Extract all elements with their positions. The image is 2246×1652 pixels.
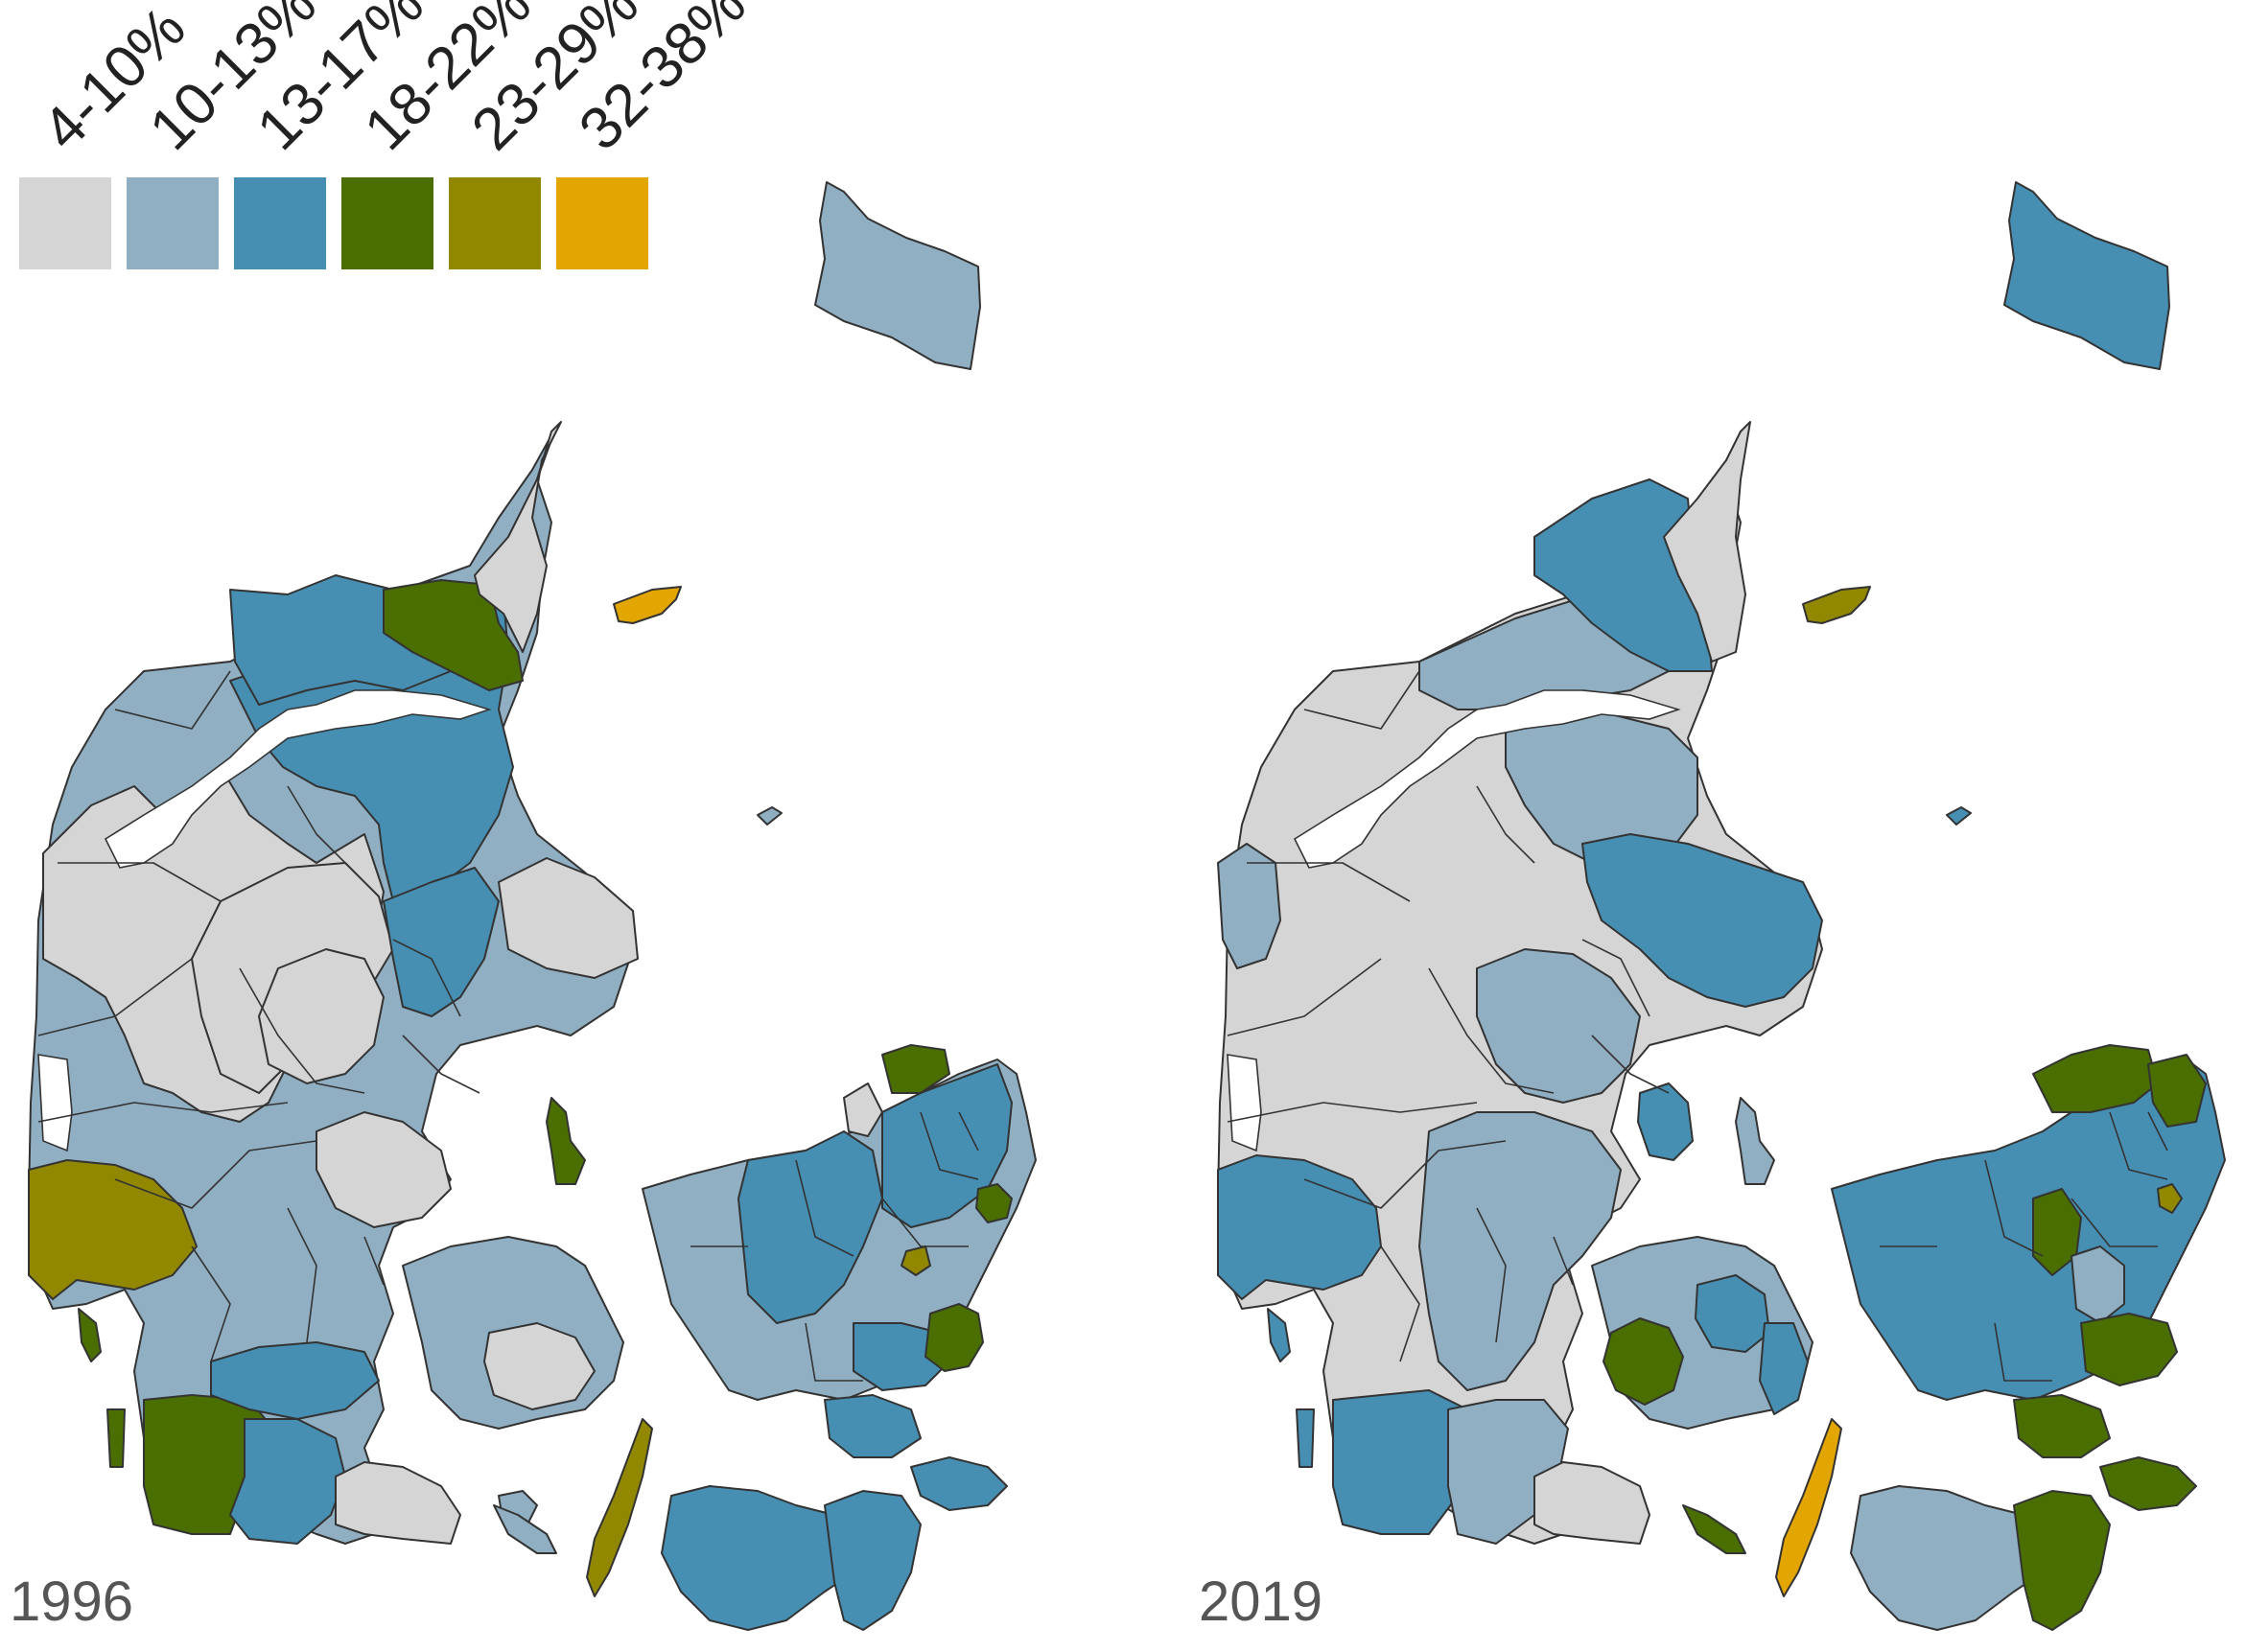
region-koge-olive-1996 [901, 1245, 931, 1276]
region-anholt-2019 [1802, 586, 1871, 624]
borders-jutland-1996 [37, 670, 480, 1362]
limfjord-2019 [1293, 689, 1681, 869]
map-1996: 1996 [10, 181, 1037, 1633]
legend-swatch-10-13 [127, 177, 219, 269]
legend: 4-10% 10-13% 13-17% 18-22% 23-29% 32-38% [19, 0, 759, 269]
region-south-light-2019 [1418, 1111, 1622, 1391]
region-east-coast-blue-1996 [383, 867, 500, 1017]
region-west-light-2019 [1217, 843, 1281, 969]
year-label-2019: 2019 [1199, 1571, 1322, 1633]
legend-swatch-32-38 [556, 177, 648, 269]
region-south-blue-1996 [210, 1341, 380, 1420]
region-copenhagen-green-1996 [975, 1183, 1013, 1223]
region-anholt-1996 [613, 586, 682, 624]
legend-swatch-13-17 [234, 177, 326, 269]
region-samso-1996 [546, 1097, 586, 1185]
legend-swatch-18-22 [341, 177, 433, 269]
borders-zealand-1996 [690, 1111, 979, 1382]
year-label-1996: 1996 [10, 1571, 133, 1633]
region-stevns-green-2019 [2080, 1313, 2178, 1386]
region-north-zealand-green-2019 [2147, 1054, 2207, 1128]
region-bornholm-2019 [2003, 181, 2170, 370]
region-south-gray-1996 [316, 1111, 452, 1228]
region-funen-gray-1996 [483, 1322, 596, 1410]
region-vendsyssel-blue-2019 [1533, 478, 1713, 672]
region-langeland-1996 [586, 1418, 653, 1597]
region-esbjerg-blue-2019 [1217, 1154, 1382, 1300]
region-samso-2019 [1735, 1097, 1775, 1185]
region-laeso-1996 [757, 806, 783, 826]
region-langeland-2019 [1775, 1418, 1842, 1597]
region-aarhus-blue-2019 [1581, 833, 1823, 1008]
region-north-green-1996 [383, 579, 524, 691]
region-funen-green-2019 [1603, 1317, 1684, 1406]
region-mon-1996 [910, 1456, 1008, 1511]
region-sonderborg-blue-1996 [229, 1418, 346, 1545]
region-stevns-green-1996 [924, 1303, 984, 1372]
region-mon-green-2019 [2099, 1456, 2197, 1511]
region-nyborg-blue-2019 [1759, 1322, 1809, 1415]
region-south-zealand-1996 [824, 1394, 922, 1458]
lake-west-1996 [37, 1054, 73, 1152]
region-east-jutland-gray-1996 [498, 857, 639, 979]
region-aero-2019 [1682, 1504, 1746, 1554]
region-skagen-1996 [474, 421, 562, 653]
region-zealand-light-2019 [2071, 1245, 2125, 1324]
borders-jutland-2019 [1227, 670, 1670, 1362]
region-east-light-2019 [1476, 948, 1641, 1104]
region-falster-1996 [824, 1490, 922, 1631]
region-horsens-blue-2019 [1637, 1082, 1694, 1161]
region-laeso-2019 [1946, 806, 1972, 826]
region-zealand-blue-east-1996 [881, 1063, 1013, 1228]
legend-swatch-4-10 [19, 177, 111, 269]
region-aero-1996 [493, 1504, 557, 1554]
region-skagen-2019 [1663, 421, 1751, 663]
region-copenhagen-olive-2019 [2157, 1183, 2183, 1214]
region-zealand-blue-south-1996 [853, 1322, 950, 1391]
region-bornholm-1996 [814, 181, 981, 370]
map-2019: 2019 [1199, 181, 2226, 1633]
region-south-zealand-green-2019 [2013, 1394, 2111, 1458]
region-odsherred-green-1996 [881, 1044, 950, 1094]
region-romo-1996 [106, 1408, 126, 1468]
lake-west-2019 [1227, 1054, 1262, 1152]
legend-swatch-23-29 [449, 177, 541, 269]
region-fano-1996 [78, 1308, 102, 1362]
region-north-zealand-gray-1996 [843, 1082, 883, 1137]
region-als-gray-2019 [1533, 1461, 1650, 1545]
borders-zealand-2019 [1880, 1111, 2168, 1382]
region-als-gray-1996 [335, 1461, 461, 1545]
limfjord-1996 [104, 689, 492, 869]
region-falster-green-2019 [2013, 1490, 2111, 1631]
region-romo-2019 [1296, 1408, 1315, 1468]
region-fano-2019 [1267, 1308, 1291, 1362]
region-odense-blue-2019 [1695, 1274, 1770, 1353]
